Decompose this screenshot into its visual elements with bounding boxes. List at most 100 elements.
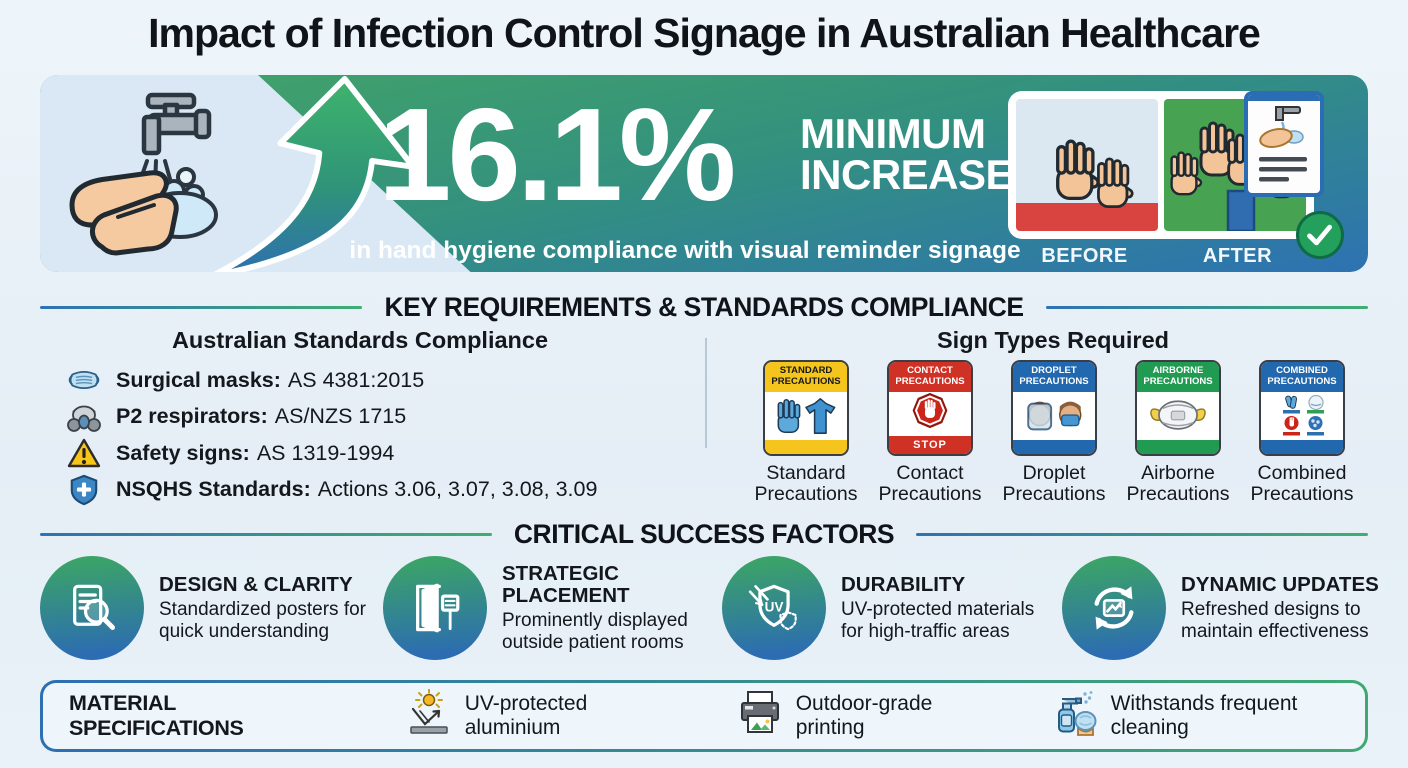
before-red-bar [1016,203,1158,231]
factor-design-clarity: DESIGN & CLARITY Standardized posters fo… [40,552,370,664]
sign-footer: STOP [889,436,971,454]
check-circle-icon [1296,211,1344,259]
before-label: BEFORE [1041,245,1128,267]
sign-standard-precautions: STANDARD PRECAUTIONS Standard Precaution… [744,360,868,505]
uv-shield-icon: UV [722,556,826,660]
spray-cleaning-icon [1052,690,1098,742]
before-hands-icon [1056,139,1136,209]
item-label: Surgical masks: [116,367,281,392]
standards-section-title: KEY REQUIREMENTS & STANDARDS COMPLIANCE [384,292,1024,322]
item-value: AS 1319-1994 [256,440,395,465]
n95-respirator-icon [1137,392,1219,440]
factor-description: Prominently displayed outside patient ro… [502,609,688,653]
standards-item-surgical-masks: Surgical masks: AS 4381:2015 [66,362,597,399]
compliance-heading: Australian Standards Compliance [171,327,549,353]
standards-section-header: KEY REQUIREMENTS & STANDARDS COMPLIANCE [40,292,1368,323]
material-item-printing: Outdoor-grade printing [737,690,994,742]
factor-title: DYNAMIC UPDATES [1181,572,1379,596]
sign-header: AIRBORNE PRECAUTIONS [1137,362,1219,392]
uv-reflection-icon [406,688,452,743]
item-value: AS/NZS 1715 [274,404,407,429]
materials-heading: MATERIAL SPECIFICATIONS [69,691,244,740]
warning-triangle-icon [66,437,102,469]
factor-durability: UV DURABILITY UV-protected materials for… [722,552,1047,664]
door-sign-icon [383,556,487,660]
sign-combined-precautions: COMBINED PRECAUTIONS [1240,360,1364,505]
hero-stat: 16.1% [378,81,736,228]
sign-header: STANDARD PRECAUTIONS [765,362,847,392]
factor-dynamic-updates: DYNAMIC UPDATES Refreshed designs to mai… [1062,552,1402,664]
material-label: Outdoor-grade printing [795,692,933,739]
surgical-mask-icon [66,366,102,394]
hygiene-sign-clipboard-icon [1244,91,1324,197]
sign-caption: Droplet Precautions [1002,462,1106,506]
printer-icon [737,690,783,742]
hero-stat-label: MINIMUM INCREASE [800,110,1014,199]
material-item-uv-aluminium: UV-protected aluminium [406,688,675,743]
material-label: Withstands frequent cleaning [1110,692,1298,739]
item-label: P2 respirators: [116,404,268,429]
page-title: Impact of Infection Control Signage in A… [148,10,1261,56]
standards-item-p2-respirators: P2 respirators: AS/NZS 1715 [66,399,597,436]
hero-subtitle: in hand hygiene compliance with visual r… [349,237,1021,264]
gloves-gown-icon [765,392,847,440]
sign-types-row: STANDARD PRECAUTIONS Standard Precaution… [744,360,1364,505]
sign-contact-precautions: CONTACT PRECAUTIONS STOP Contact Precaut… [868,360,992,505]
sign-caption: Combined Precautions [1250,462,1354,506]
clipboard-sign-graphic [1259,106,1307,182]
factor-description: Refreshed designs to maintain effectiven… [1181,598,1369,642]
growth-arrow-icon [213,75,416,272]
combined-precautions-icon [1261,392,1343,440]
material-label: UV-protected aluminium [464,692,588,739]
nsqhs-shield-icon [66,473,102,507]
material-item-cleaning: Withstands frequent cleaning [1052,690,1365,742]
sign-footer [765,440,847,454]
sign-types-heading: Sign Types Required [937,327,1169,353]
clipboard-top-bar [1248,95,1320,101]
svg-text:UV: UV [765,599,784,614]
sign-header: DROPLET PRECAUTIONS [1013,362,1095,392]
item-label: Safety signs: [116,440,250,465]
hand-washing-icon [69,92,218,256]
header-line-left [40,532,492,537]
header-line-right [1045,305,1368,310]
factor-strategic-placement: STRATEGIC PLACEMENT Prominently displaye… [383,552,708,664]
face-shield-mask-icon [1013,392,1095,440]
sign-header: CONTACT PRECAUTIONS [889,362,971,392]
factor-title: DURABILITY [841,572,966,596]
item-value: Actions 3.06, 3.07, 3.08, 3.09 [317,477,598,502]
standards-item-nsqhs: NSQHS Standards: Actions 3.06, 3.07, 3.08… [66,472,597,509]
sign-droplet-precautions: DROPLET PRECAUTIONS Droplet Precautions [992,360,1116,505]
header-line-right [916,532,1368,537]
poster-magnifier-icon [40,556,144,660]
success-section-title: CRITICAL SUCCESS FACTORS [513,519,895,549]
factor-description: UV-protected materials for high-traffic … [841,598,1035,642]
after-label: AFTER [1202,245,1273,267]
sign-caption: Airborne Precautions [1126,462,1230,506]
item-label: NSQHS Standards: [116,477,311,502]
sign-footer [1137,440,1219,454]
success-section-header: CRITICAL SUCCESS FACTORS [40,519,1368,550]
before-panel [1016,99,1158,231]
compliance-list: Surgical masks: AS 4381:2015 P2 respirato… [66,362,597,508]
standards-item-safety-signs: Safety signs: AS 1319-1994 [66,435,597,472]
after-hands-icon [1170,121,1301,231]
stop-hand-icon [889,392,971,436]
before-after-labels: BEFORE AFTER [1008,245,1314,268]
refresh-chart-icon [1062,556,1166,660]
material-specifications-bar: MATERIAL SPECIFICATIONS [40,680,1368,752]
p2-respirator-icon [66,401,102,433]
factor-title: STRATEGIC PLACEMENT [502,561,630,607]
sign-header: COMBINED PRECAUTIONS [1261,362,1343,392]
factor-description: Standardized posters for quick understan… [159,598,367,642]
sign-footer [1013,440,1095,454]
sign-caption: Standard Precautions [754,462,858,506]
hero-banner: 16.1% MINIMUM INCREASE in hand hygiene c… [40,75,1368,272]
item-value: AS 4381:2015 [287,367,425,392]
factor-title: DESIGN & CLARITY [159,572,353,596]
header-line-left [40,305,363,310]
sign-caption: Contact Precautions [878,462,982,506]
sign-footer [1261,440,1343,454]
column-divider [705,338,707,448]
